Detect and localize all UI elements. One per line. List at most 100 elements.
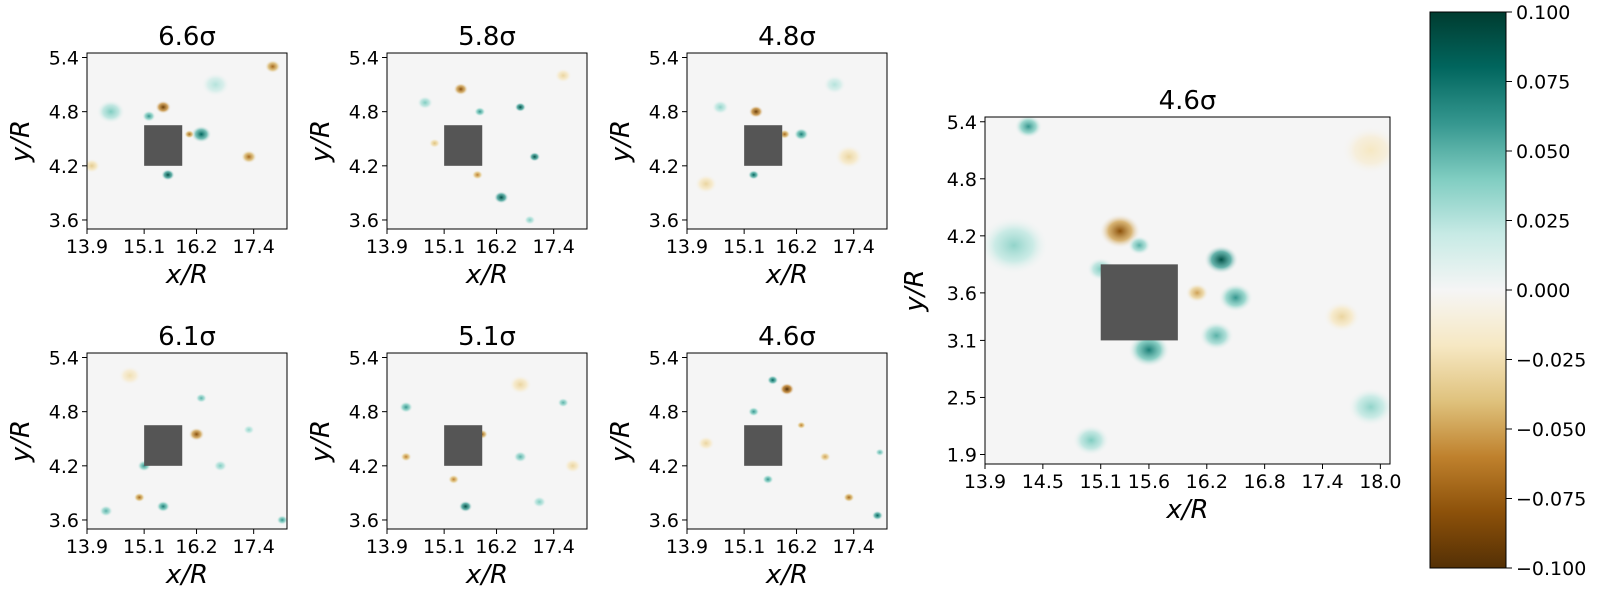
y-tick-label: 4.2 — [649, 456, 679, 478]
vortex-blob — [133, 492, 146, 503]
x-tick-label: 17.4 — [233, 236, 275, 258]
vortex-blob — [417, 95, 434, 110]
vortex-blob — [191, 125, 212, 143]
obstacle — [744, 425, 783, 466]
panel-4: 6.1σ 13.9 15.1 16.2 17.4 5.4 4.8 4.2 3.6 x/R y/R — [6, 322, 288, 590]
vortex-blob — [508, 375, 532, 395]
vortex-blob — [155, 100, 172, 114]
vortex-blob — [453, 82, 469, 96]
vortex-blob — [767, 375, 779, 385]
panel-field — [387, 353, 587, 529]
vortex-blob — [96, 99, 126, 124]
panel-1: 6.6σ 13.9 15.1 16.2 17.4 5.4 4.8 4.2 3.6 x/R y/R — [6, 22, 288, 290]
vortex-blob — [843, 492, 855, 503]
panel-5: 5.1σ 13.9 15.1 16.2 17.4 5.4 4.8 4.2 3.6 x/R y/R — [306, 322, 588, 590]
panel-frame — [386, 352, 588, 530]
vortex-blob — [1128, 332, 1170, 368]
vortex-blob — [1014, 117, 1043, 139]
vortex-blob — [557, 397, 569, 408]
vortex-blob — [156, 500, 171, 513]
x-tick-label: 14.5 — [1022, 471, 1064, 493]
y-tick-label: 3.6 — [49, 210, 79, 232]
x-axis-label: x/R — [1165, 495, 1208, 525]
panel-frame — [86, 52, 288, 230]
x-tick-label: 17.4 — [533, 236, 575, 258]
y-tick-label: 3.6 — [947, 283, 977, 305]
obstacle — [1100, 264, 1178, 341]
x-axis-label: x/R — [465, 260, 508, 290]
vortex-blob — [793, 128, 809, 141]
vortex-blob — [142, 110, 156, 122]
vortex-blob — [524, 215, 536, 225]
vortex-blob — [747, 170, 760, 180]
y-tick-label: 1.9 — [947, 444, 977, 466]
y-axis-label: y/R — [6, 120, 36, 163]
vortex-blob — [447, 474, 460, 485]
y-tick-label: 4.8 — [947, 169, 977, 191]
x-tick-label: 13.9 — [366, 236, 408, 258]
y-tick-label: 5.4 — [649, 348, 679, 370]
x-tick-label: 17.4 — [1301, 471, 1343, 493]
y-tick-label: 3.1 — [947, 330, 977, 352]
x-tick-label: 16.2 — [175, 236, 217, 258]
vortex-blob — [871, 510, 884, 521]
y-tick-label: 2.5 — [947, 387, 977, 409]
x-tick-label: 15.1 — [423, 536, 465, 558]
x-axis-label: x/R — [165, 260, 208, 290]
x-tick-label: 13.9 — [666, 236, 708, 258]
vortex-blob — [1341, 126, 1390, 175]
x-tick-label: 16.2 — [775, 536, 817, 558]
vortex-blob — [458, 500, 473, 513]
y-tick-label: 5.4 — [349, 348, 379, 370]
panel-frame — [386, 52, 588, 230]
panel-2: 5.8σ 13.9 15.1 16.2 17.4 5.4 4.8 4.2 3.6 x/R y/R — [306, 22, 588, 290]
y-tick-label: 5.4 — [49, 48, 79, 70]
obstacle — [444, 425, 483, 466]
vortex-blob — [532, 496, 547, 508]
y-tick-label: 5.4 — [947, 112, 977, 134]
colorbar-tick-label: −0.025 — [1516, 350, 1586, 372]
x-tick-label: 15.1 — [723, 536, 765, 558]
x-axis-label: x/R — [765, 560, 808, 590]
vortex-blob — [118, 366, 142, 386]
vortex-blob — [243, 424, 255, 435]
vortex-blob — [399, 401, 413, 413]
obstacle — [744, 125, 783, 166]
y-tick-label: 3.6 — [349, 510, 379, 532]
y-tick-label: 4.8 — [49, 102, 79, 124]
colorbar-tick-label: 0.075 — [1516, 72, 1570, 94]
y-tick-label: 5.4 — [49, 348, 79, 370]
y-axis-label: y/R — [606, 120, 636, 163]
panel-field — [387, 53, 587, 229]
panel-field — [87, 53, 287, 229]
colorbar-tick-label: 0.050 — [1516, 141, 1570, 163]
colorbar-tick-label: 0.000 — [1516, 280, 1570, 302]
x-tick-label: 15.6 — [1128, 471, 1170, 493]
x-tick-label: 17.4 — [233, 536, 275, 558]
vortex-blob — [1323, 301, 1361, 333]
vortex-blob — [748, 105, 764, 118]
x-tick-label: 13.9 — [366, 536, 408, 558]
y-tick-label: 4.2 — [349, 456, 379, 478]
vortex-blob — [1218, 283, 1254, 313]
panel-frame — [86, 352, 288, 530]
x-tick-label: 15.1 — [423, 236, 465, 258]
panel-title: 5.8σ — [458, 22, 516, 52]
vortex-blob — [823, 75, 847, 95]
vortex-blob — [428, 138, 441, 149]
y-tick-label: 5.4 — [649, 48, 679, 70]
y-tick-label: 4.8 — [649, 102, 679, 124]
panel-title: 4.6σ — [1159, 86, 1217, 116]
y-tick-label: 3.6 — [649, 510, 679, 532]
obstacle — [144, 125, 183, 166]
y-tick-label: 3.6 — [349, 210, 379, 232]
x-tick-label: 15.1 — [723, 236, 765, 258]
y-tick-label: 4.2 — [649, 156, 679, 178]
panel-field — [687, 53, 887, 229]
vortex-blob — [1127, 235, 1151, 255]
vortex-blob — [1185, 283, 1209, 303]
panel-title: 6.1σ — [158, 322, 216, 352]
x-tick-label: 16.2 — [775, 236, 817, 258]
vortex-blob — [240, 150, 257, 164]
y-tick-label: 4.2 — [49, 456, 79, 478]
